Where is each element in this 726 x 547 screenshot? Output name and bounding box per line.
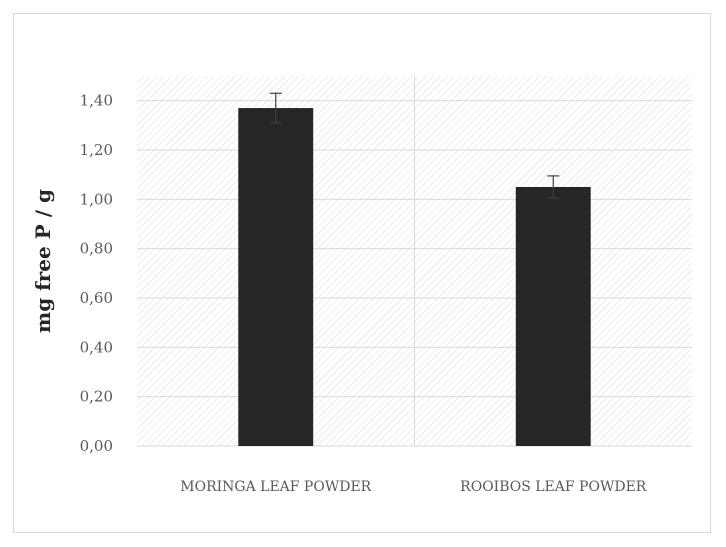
y-axis-title: mg free P / g	[31, 189, 55, 333]
bar	[238, 108, 314, 447]
y-tick-label: 1,40	[80, 92, 113, 110]
y-tick-label: 0,80	[80, 240, 113, 258]
y-tick-label: 0,00	[80, 437, 113, 455]
y-tick-label: 1,00	[80, 190, 113, 208]
x-category-label: ROOIBOS LEAF POWDER	[460, 479, 647, 495]
error-bar	[269, 92, 282, 124]
y-tick-label: 0,20	[80, 388, 113, 406]
bar	[515, 187, 591, 446]
x-category-label: MORINGA LEAF POWDER	[180, 479, 371, 495]
y-tick-label: 1,20	[80, 141, 113, 159]
y-tick-label: 0,60	[80, 289, 113, 307]
error-bar	[547, 175, 560, 199]
y-tick-label: 0,40	[80, 338, 113, 356]
